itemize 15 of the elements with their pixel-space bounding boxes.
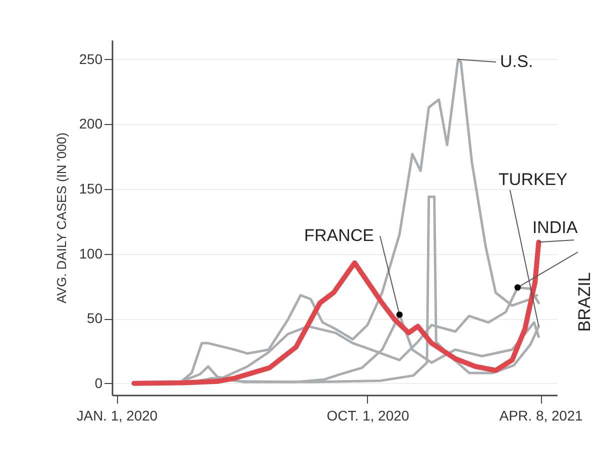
y-tick-label: 200 — [79, 116, 103, 132]
y-tick-label: 100 — [79, 245, 103, 262]
x-tick-label: APR. 8, 2021 — [499, 408, 583, 424]
y-tick-label: 150 — [79, 180, 103, 196]
text: U.S. — [500, 52, 534, 71]
x-tick-label: JAN. 1, 2020 — [76, 408, 158, 424]
text: FRANCE — [304, 226, 374, 245]
y-tick-label: 250 — [79, 50, 103, 67]
x-tick-label: OCT. 1, 2020 — [326, 408, 410, 424]
y-tick-label: 50 — [86, 310, 103, 326]
text: TURKEY — [498, 170, 568, 189]
text: BRAZIL — [575, 272, 594, 332]
y-axis-title: AVG. DAILY CASES (IN '000) — [54, 132, 70, 304]
series-label: INDIA — [532, 218, 578, 237]
y-tick-label: 0 — [94, 374, 103, 391]
